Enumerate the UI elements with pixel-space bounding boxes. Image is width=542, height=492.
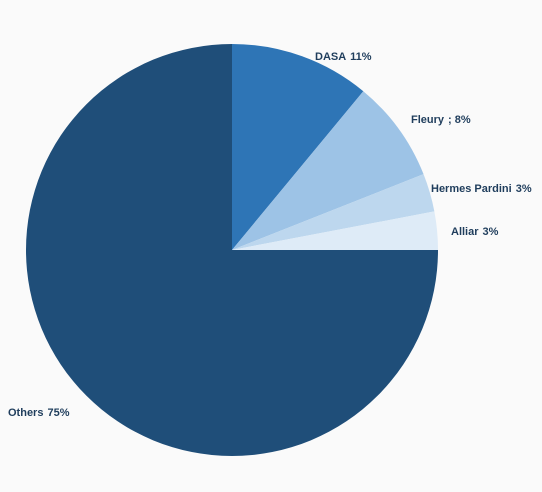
value-label: 3%: [516, 183, 532, 195]
pie-slice: [232, 211, 438, 250]
category-label: Fleury: [411, 114, 445, 126]
category-label: Alliar: [451, 226, 479, 238]
value-label: 3%: [483, 226, 499, 238]
category-label: DASA: [315, 51, 346, 63]
slice-label: Others 75%: [8, 407, 70, 419]
pie-slice: [232, 174, 435, 250]
slice-label: Fleury; 8%: [411, 114, 471, 126]
pie-slice: [232, 44, 364, 250]
value-label: 75%: [47, 407, 69, 419]
category-label: Hermes Pardini: [431, 183, 512, 195]
value-label: ; 8%: [448, 114, 471, 126]
value-label: 11%: [350, 51, 372, 63]
slice-label: Alliar 3%: [451, 226, 499, 238]
pie-slice: [232, 91, 424, 251]
slice-label: Hermes Pardini 3%: [431, 183, 532, 195]
pie-slice: [26, 44, 438, 456]
slice-label: DASA 11%: [315, 51, 372, 63]
category-label: Others: [8, 407, 43, 419]
